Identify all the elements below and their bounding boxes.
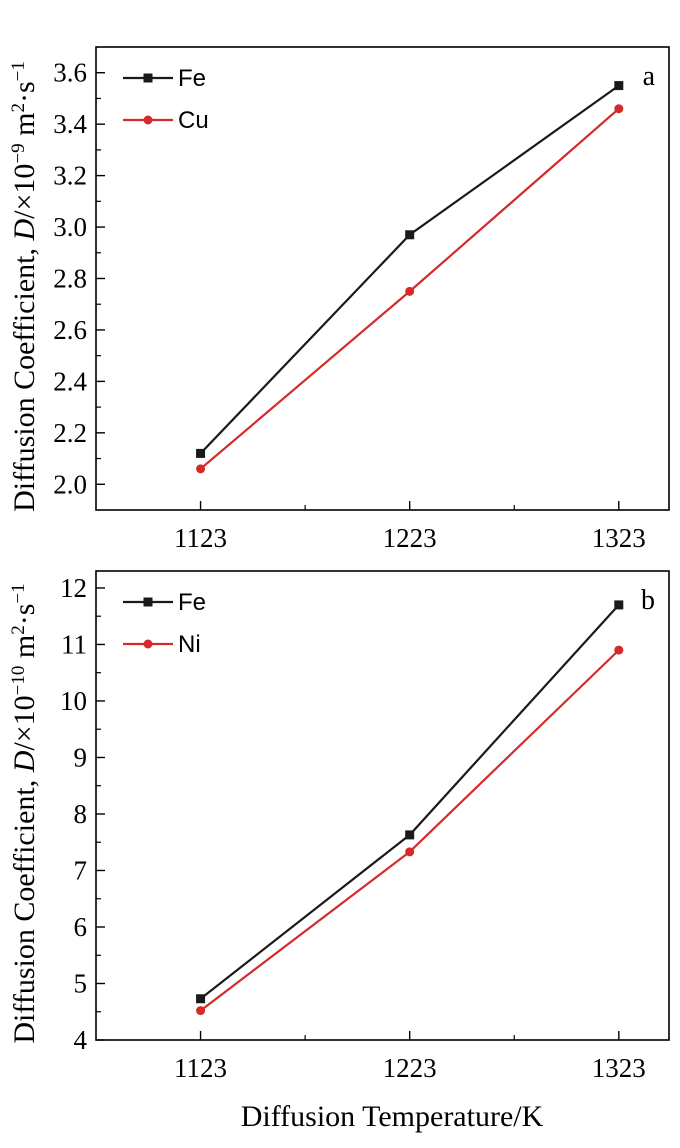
y-axis-label-part: 2 [8, 103, 29, 113]
panel-label: a [643, 61, 656, 92]
y-tick-label: 5 [74, 968, 88, 998]
y-tick-label: 6 [74, 912, 88, 942]
y-tick-label: 3.4 [53, 109, 87, 139]
data-point-fe [196, 448, 206, 458]
data-point-fe [405, 830, 415, 840]
chart-panel-b: 4 5 6 7 8 9 10 11 12 1123 1223 1323 Fe Ni b Diffusion C… [8, 570, 670, 1083]
y-axis-label-part: ·s [8, 81, 41, 103]
y-tick-label: 11 [61, 629, 87, 659]
y-tick-label: 3.2 [53, 161, 87, 191]
y-axis-label: Diffusion Coefficient, D/×10−9 m2·s−1 [8, 61, 42, 512]
y-tick-label: 7 [74, 855, 88, 885]
series-line-fe [199, 604, 620, 1000]
data-point-cu [614, 104, 624, 114]
series-line-fe [199, 84, 620, 455]
legend-marker-ni [143, 639, 153, 649]
data-point-ni [405, 847, 415, 857]
legend-label-fe: Fe [178, 65, 206, 92]
y-axis-label-part: /×10 [8, 164, 41, 219]
y-axis-label-part: ·s [8, 604, 41, 626]
chart-panel-a: 2.0 2.2 2.4 2.6 2.8 3.0 3.2 3.4 3.6 1123 1223 1323 F… [8, 46, 670, 553]
y-tick-label: 10 [60, 686, 87, 716]
y-tick-label: 8 [74, 799, 88, 829]
x-tick-label: 1123 [174, 523, 227, 553]
data-point-fe [614, 600, 624, 610]
y-axis-label-part: 2 [8, 625, 29, 635]
y-tick-label: 2.2 [53, 418, 87, 448]
y-tick-label: 2.4 [53, 366, 87, 396]
y-axis-label-part: −1 [8, 61, 29, 81]
y-tick-label: 2.6 [53, 315, 87, 345]
y-tick-label: 3.0 [53, 212, 87, 242]
x-tick-label: 1123 [174, 1053, 227, 1083]
y-axis-label-part: −9 [8, 143, 29, 163]
data-point-ni [614, 645, 624, 655]
y-axis-label-part: Diffusion Coefficient, [8, 241, 41, 512]
y-tick-label: 3.6 [53, 58, 87, 88]
y-axis-label-part: /×10 [8, 695, 41, 750]
data-point-fe [614, 81, 624, 91]
y-axis-label-part: m [8, 113, 41, 144]
legend-marker-fe [143, 597, 153, 607]
y-axis-label-part: D [8, 750, 41, 773]
x-tick-label: 1323 [592, 1053, 646, 1083]
x-axis-label: Diffusion Temperature/K [241, 1100, 544, 1133]
y-tick-label: 2.0 [53, 469, 87, 499]
panel-label: b [641, 585, 655, 616]
legend-label-ni: Ni [178, 631, 201, 658]
y-axis-label-part: −10 [8, 666, 29, 696]
y-tick-label: 2.8 [53, 264, 87, 294]
legend-marker-cu [143, 115, 153, 125]
y-axis-label-part: m [8, 635, 41, 666]
series-line-ni [199, 649, 620, 1012]
y-axis-label-part: −1 [8, 583, 29, 603]
plot-frame [95, 570, 670, 1041]
legend-label-fe: Fe [178, 589, 206, 616]
y-axis-label: Diffusion Coefficient, D/×10−10 m2·s−1 [8, 583, 42, 1043]
data-point-cu [405, 286, 415, 296]
y-tick-label: 9 [74, 742, 88, 772]
data-point-fe [196, 994, 206, 1004]
legend-label-cu: Cu [178, 107, 209, 134]
y-axis-label-part: D [8, 219, 41, 242]
data-point-cu [196, 464, 206, 474]
y-axis-label-part: Diffusion Coefficient, [8, 772, 41, 1043]
x-tick-label: 1223 [383, 523, 437, 553]
x-tick-label: 1223 [383, 1053, 437, 1083]
data-point-fe [405, 230, 415, 240]
x-tick-label: 1323 [592, 523, 646, 553]
legend-marker-fe [143, 73, 153, 83]
y-tick-label: 4 [74, 1025, 88, 1055]
data-point-ni [196, 1006, 206, 1016]
y-tick-label: 12 [60, 573, 87, 603]
